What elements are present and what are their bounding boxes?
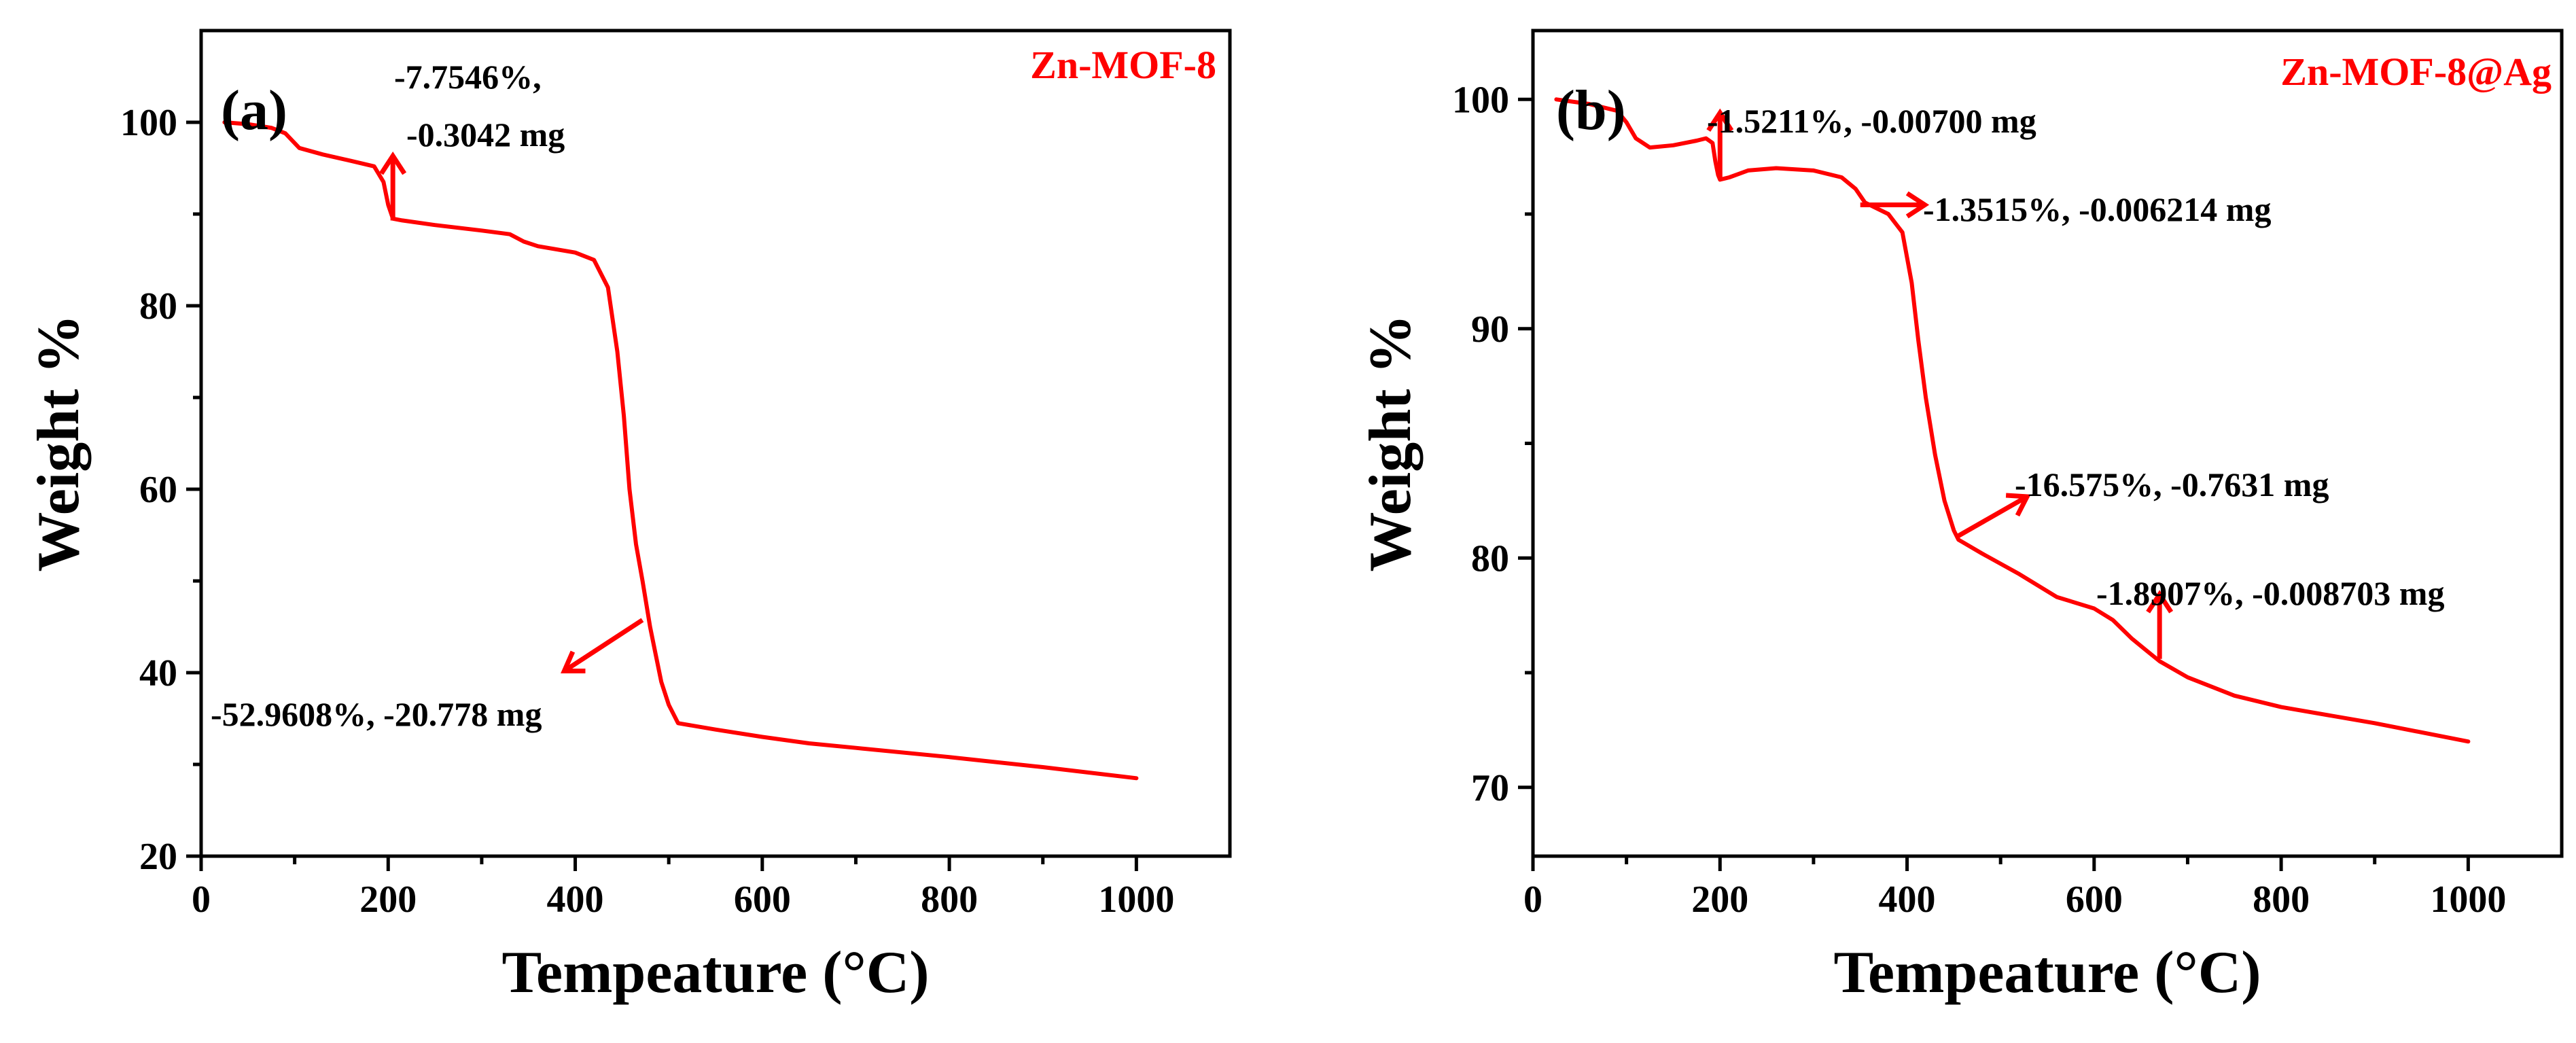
- panel-b-label: (b): [1556, 79, 1626, 142]
- panel-a-y-tick-label: 20: [139, 836, 177, 878]
- panel-b-y-tick-label: 90: [1471, 308, 1509, 351]
- panel-a-axes-frame: [199, 29, 1232, 858]
- panel-a-annotation-1-line-2: -0.3042 mg: [406, 116, 565, 154]
- panel-b-annotation-2: -1.3515%, -0.006214 mg: [1923, 190, 2271, 228]
- panel-a-chart: 0 200 400 600 800 1000 20 40 60 80 100 (a) Zn-MOF-…: [26, 29, 1232, 1006]
- panel-b-y-axis-title: Weight %: [1358, 315, 1424, 572]
- panel-b-series-name: Zn-MOF-8@Ag: [2280, 50, 2552, 94]
- panel-b-axes-frame: [1531, 29, 2564, 858]
- panel-a-y-tick-label: 40: [139, 652, 177, 694]
- panel-a-x-tick-label: 600: [734, 879, 791, 921]
- panel-a-annotation-arrow-1: [379, 152, 407, 221]
- panel-b-weight-curve: [1554, 97, 2471, 744]
- panel-b-annotation-arrow-3: [1954, 493, 2031, 540]
- panel-a-annotation-2: -52.9608%, -20.778 mg: [211, 695, 542, 733]
- panel-b-annotation-3: -16.575%, -0.7631 mg: [2015, 465, 2329, 503]
- panel-a-arrows: [379, 152, 644, 674]
- panel-a-ticks: 0 200 400 600 800 1000 20 40 60 80 100: [120, 102, 1174, 921]
- panel-b-x-tick-label: 600: [2066, 879, 2123, 921]
- panel-b-x-axis-title: Tempeature (°C): [1833, 940, 2261, 1006]
- panel-b-annotation-arrow-2: [1860, 191, 1930, 219]
- panel-b-annotation-4: -1.8907%, -0.008703 mg: [2096, 574, 2444, 612]
- panel-b-ticks: 0 200 400 600 800 1000 70 80 90 100: [1452, 79, 2506, 921]
- panel-b-x-tick-label: 0: [1523, 879, 1542, 921]
- panel-b-arrows: [1706, 108, 2174, 659]
- panel-b-annotation-1: -1.5211%, -0.00700 mg: [1707, 102, 2036, 140]
- panel-a-series-name: Zn-MOF-8: [1030, 43, 1216, 87]
- panel-a-y-tick-label: 60: [139, 469, 177, 511]
- panel-b-y-tick-label: 100: [1452, 79, 1509, 121]
- panel-a-x-axis-title: Tempeature (°C): [501, 940, 929, 1006]
- panel-b-x-tick-label: 1000: [2430, 879, 2506, 921]
- panel-b-y-tick-label: 80: [1471, 537, 1509, 580]
- panel-a-x-tick-label: 0: [192, 879, 211, 921]
- panel-b-x-tick-label: 400: [1879, 879, 1936, 921]
- panel-a-y-tick-label: 80: [139, 285, 177, 328]
- panel-a-x-tick-label: 400: [547, 879, 604, 921]
- panel-b-y-tick-label: 70: [1471, 767, 1509, 809]
- panel-b-x-tick-label: 800: [2253, 879, 2310, 921]
- panel-a-y-tick-label: 100: [120, 102, 177, 144]
- panel-a-x-tick-label: 200: [359, 879, 417, 921]
- panel-a-x-tick-label: 800: [921, 879, 978, 921]
- panel-a-x-tick-label: 1000: [1098, 879, 1174, 921]
- panel-a-annotation-arrow-2: [561, 618, 644, 674]
- panel-a-label: (a): [221, 79, 287, 142]
- panel-b-annotation-arrow-4: [2146, 590, 2174, 659]
- panel-a-y-axis-title: Weight %: [26, 315, 92, 572]
- panel-b-annotation-arrow-1: [1706, 108, 1734, 177]
- panel-a-weight-curve: [222, 120, 1139, 781]
- panel-a-annotation-1-line-1: -7.7546%,: [394, 58, 542, 96]
- panel-b-chart: 0 200 400 600 800 1000 70 80 90 100 (b) Zn-MOF-8@…: [1358, 29, 2564, 1006]
- panel-b-x-tick-label: 200: [1691, 879, 1748, 921]
